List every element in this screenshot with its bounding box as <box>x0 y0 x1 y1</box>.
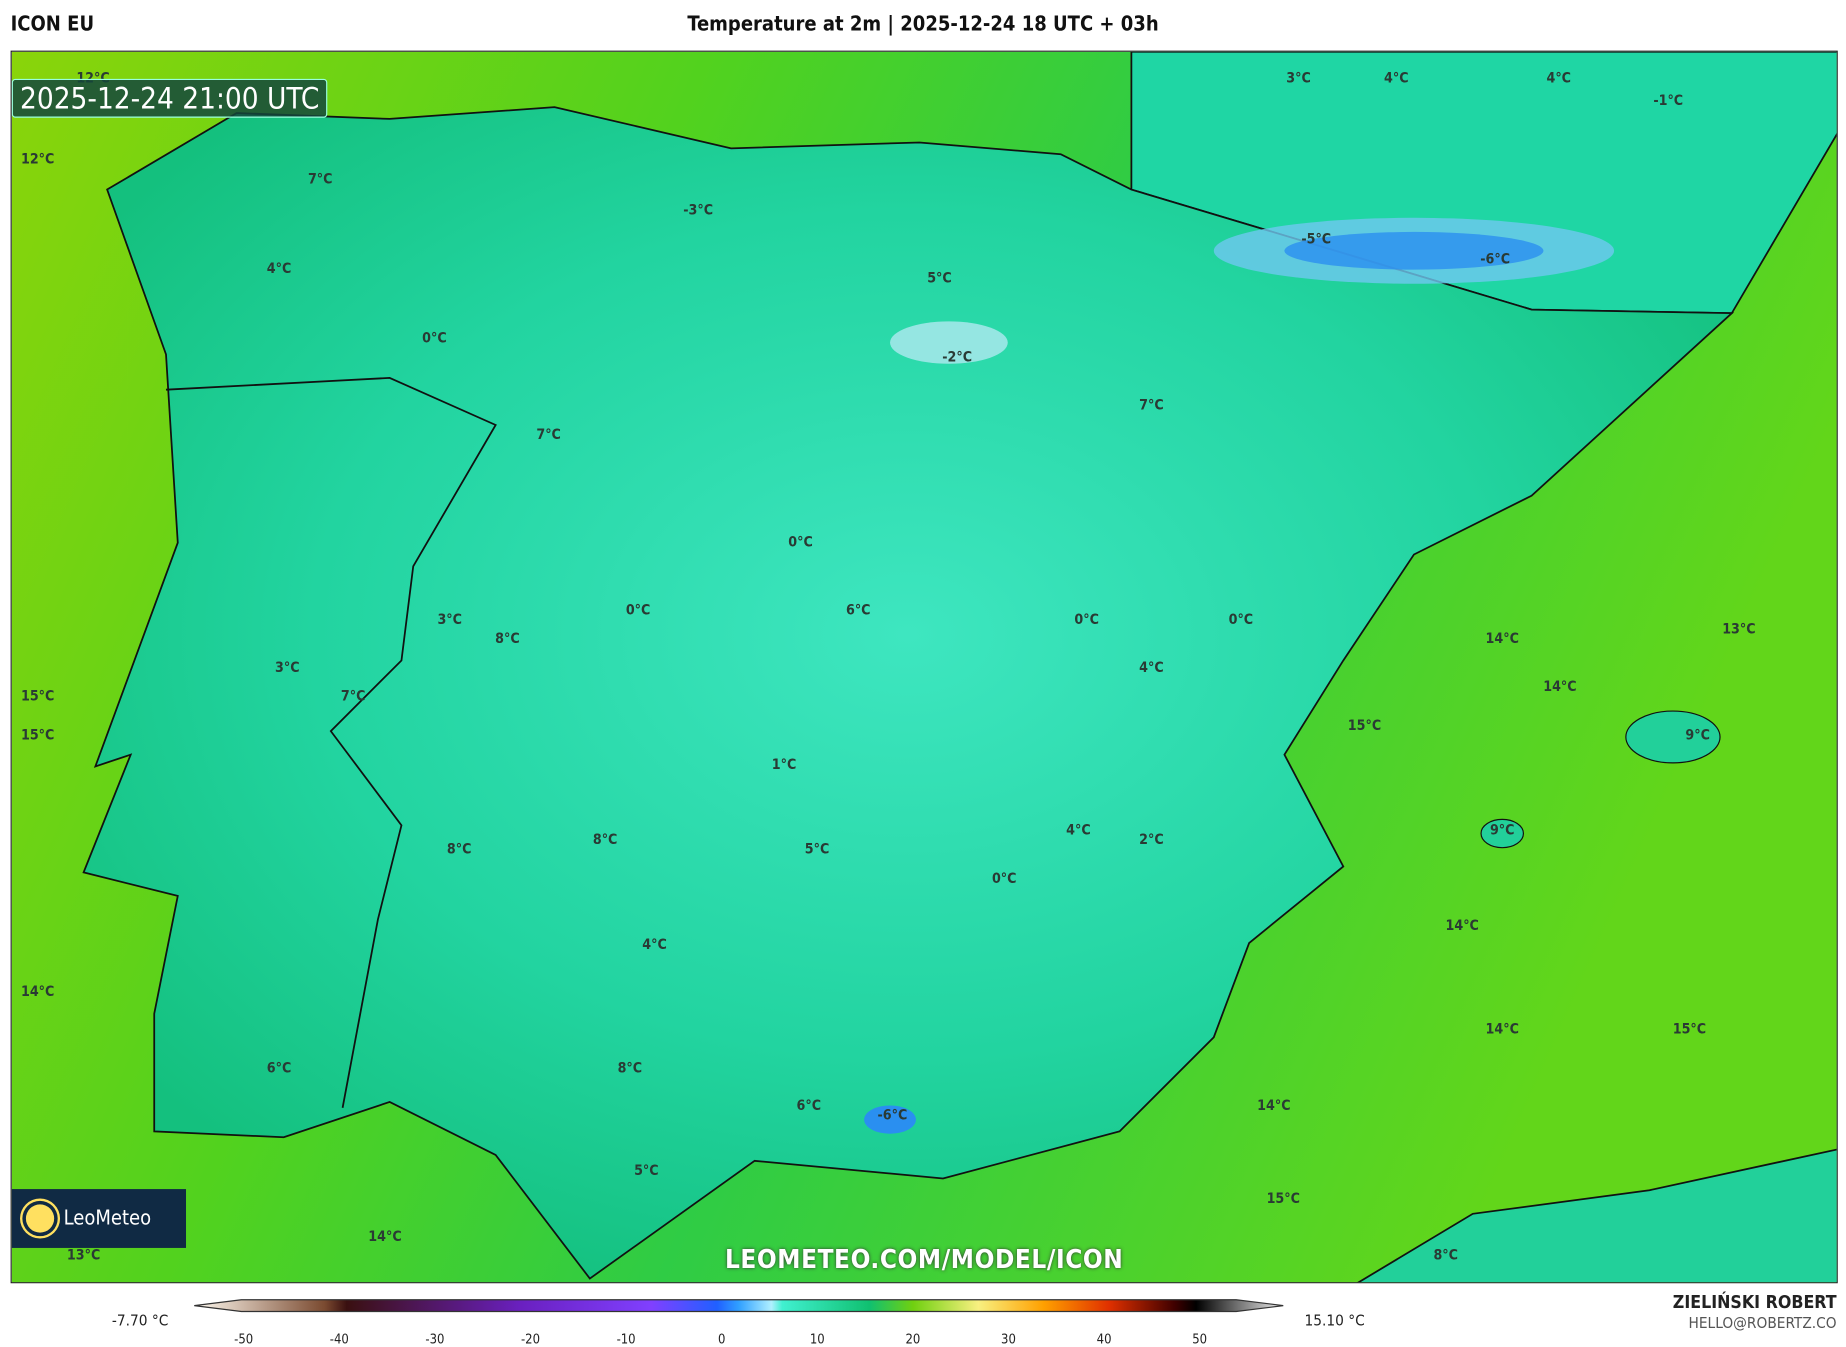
temperature-label: 9°C <box>1685 726 1710 743</box>
temperature-label: 3°C <box>274 659 300 676</box>
sierra-nevada-cold <box>864 1105 916 1134</box>
temperature-label: 0°C <box>991 870 1017 887</box>
temperature-label: 14°C <box>1485 1020 1519 1038</box>
colorbar-tick: -20 <box>520 1331 541 1347</box>
temperature-label: 15°C <box>20 726 55 743</box>
iberia-land <box>82 106 1735 1280</box>
temperature-label: 6°C <box>266 1059 292 1077</box>
colorbar-max: 15.10 °C <box>1304 1312 1365 1331</box>
temperature-label: 3°C <box>437 611 462 628</box>
temperature-label: 15°C <box>20 687 55 705</box>
temperature-label: 4°C <box>266 260 292 277</box>
temperature-label: 1°C <box>771 755 797 773</box>
temperature-label: 8°C <box>592 831 618 848</box>
temperature-label: 8°C <box>617 1059 643 1077</box>
temperature-label: 14°C <box>20 983 55 1000</box>
temperature-label: 14°C <box>1543 678 1577 695</box>
temperature-label: 14°C <box>1445 917 1479 934</box>
colorbar <box>194 1299 1284 1313</box>
temperature-label: 4°C <box>1139 659 1164 676</box>
temperature-label: 13°C <box>1722 620 1756 637</box>
leometeo-logo[interactable]: LeoMeteo <box>11 1189 187 1248</box>
temperature-label: 7°C <box>1139 396 1164 414</box>
temperature-label: 5°C <box>804 840 830 858</box>
temperature-label: 0°C <box>422 329 447 347</box>
temperature-label: -2°C <box>942 348 973 365</box>
colorbar-tick: 30 <box>1001 1331 1016 1347</box>
temperature-map[interactable]: 12°C 12°C 7°C 4°C 0°C -3°C 5°C -2°C 3°C 4°C 4°C -1°… <box>10 50 1838 1284</box>
watermark: LEOMETEO.COM/MODEL/ICON <box>724 1245 1124 1276</box>
cold-patch <box>890 321 1008 364</box>
colorbar-tick: 40 <box>1096 1331 1112 1347</box>
colorbar-tick: 50 <box>1192 1331 1208 1347</box>
portugal-border <box>165 377 497 1109</box>
colorbar-tick: 20 <box>905 1331 921 1347</box>
author-email[interactable]: HELLO@ROBERTZ.CO <box>1688 1315 1837 1333</box>
colorbar-min: -7.70 °C <box>111 1312 169 1331</box>
colorbar-tick: 0 <box>717 1331 726 1347</box>
colorbar-tick: 10 <box>809 1331 825 1347</box>
temperature-label: 0°C <box>1228 611 1254 628</box>
temperature-label: 13°C <box>66 1246 101 1264</box>
temperature-label: 4°C <box>1066 821 1091 839</box>
temperature-label: 2°C <box>1139 831 1164 848</box>
temperature-label: 8°C <box>495 629 520 647</box>
temperature-label: 0°C <box>788 533 813 550</box>
temperature-label: 14°C <box>1257 1097 1291 1114</box>
temperature-label: -3°C <box>683 201 714 218</box>
temperature-label: -1°C <box>1653 91 1684 109</box>
temperature-label: 15°C <box>1266 1190 1300 1207</box>
mallorca <box>1625 710 1721 764</box>
map-shapes <box>11 51 1837 1283</box>
temperature-label: 0°C <box>1074 611 1099 628</box>
ibiza <box>1480 818 1525 849</box>
temperature-label: -6°C <box>1480 250 1511 268</box>
temperature-label: 5°C <box>927 269 952 287</box>
temperature-label: 14°C <box>368 1227 402 1245</box>
temperature-label: 4°C <box>1384 69 1409 86</box>
temperature-label: 6°C <box>845 601 871 619</box>
temperature-label: 8°C <box>446 840 472 858</box>
logo-text: LeoMeteo <box>63 1206 152 1231</box>
temperature-label: 12°C <box>20 150 55 168</box>
temperature-label: 8°C <box>1433 1246 1458 1264</box>
temperature-label: 14°C <box>1485 629 1519 647</box>
temperature-label: 15°C <box>1347 716 1382 734</box>
temperature-label: 4°C <box>1546 69 1572 86</box>
colorbar-tick: -30 <box>425 1331 445 1347</box>
pyrenees-cold-core <box>1284 231 1544 270</box>
temperature-label: 6°C <box>796 1097 822 1114</box>
temperature-label: 15°C <box>1672 1020 1707 1038</box>
valid-time-stamp: 2025-12-24 21:00 UTC <box>11 78 328 118</box>
temperature-label: 5°C <box>634 1161 659 1179</box>
temperature-label: 7°C <box>307 170 333 188</box>
temperature-label: 7°C <box>340 687 366 705</box>
model-name: ICON EU <box>10 12 95 37</box>
map-title: Temperature at 2m | 2025-12-24 18 UTC + … <box>687 12 1159 37</box>
colorbar-tick: -50 <box>234 1331 254 1347</box>
temperature-label: 3°C <box>1286 69 1311 86</box>
temperature-label: 9°C <box>1489 821 1515 839</box>
temperature-label: 4°C <box>642 935 667 953</box>
colorbar-tick: -10 <box>616 1331 636 1347</box>
author-name: ZIELIŃSKI ROBERT <box>1672 1291 1837 1313</box>
sun-icon <box>25 1204 55 1233</box>
temperature-label: 7°C <box>536 426 561 443</box>
temperature-label: 0°C <box>625 601 651 619</box>
colorbar-tick: -40 <box>329 1331 349 1347</box>
temperature-label: -6°C <box>877 1106 908 1124</box>
temperature-label: -5°C <box>1301 230 1332 248</box>
africa-land <box>1357 1148 1837 1283</box>
